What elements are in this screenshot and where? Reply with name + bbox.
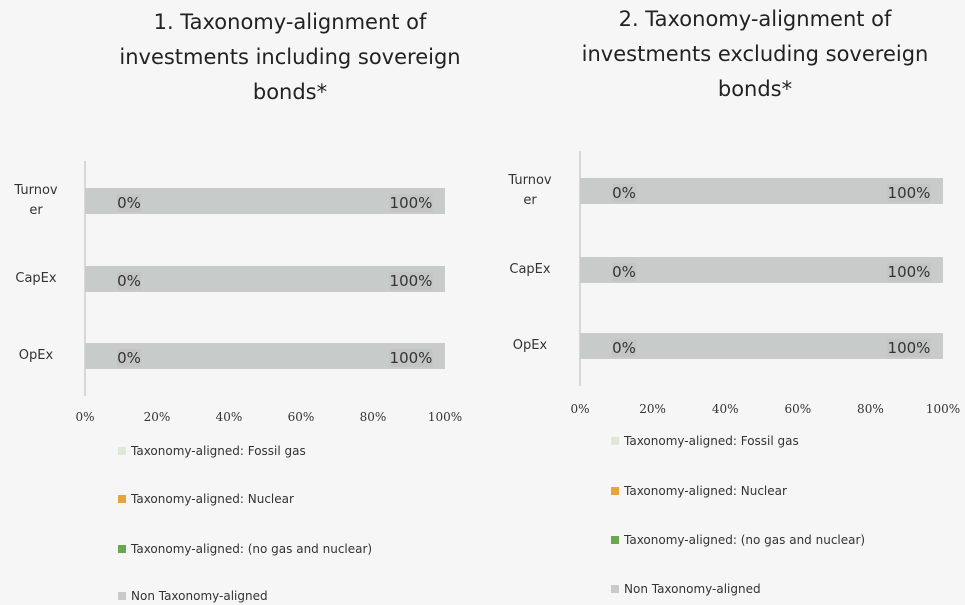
value-label: 100%: [389, 349, 433, 367]
legend-entry: Non Taxonomy-aligned: [611, 582, 761, 596]
x-tick-label: 80%: [857, 402, 884, 416]
bar-segment: [85, 266, 445, 292]
legend-label: Taxonomy-aligned: Fossil gas: [131, 444, 306, 458]
value-label: 0%: [612, 339, 636, 357]
category-label: Turnover: [14, 183, 58, 218]
legend-swatch: [118, 545, 126, 553]
legend-swatch: [611, 536, 619, 544]
bar-segment: [580, 257, 943, 283]
x-tick-label: 0%: [75, 410, 95, 424]
legend-swatch: [118, 447, 126, 455]
value-label: 0%: [117, 349, 141, 367]
bar-segment: [580, 333, 943, 359]
x-tick-label: 0%: [570, 402, 590, 416]
value-label: 100%: [887, 263, 931, 281]
bar-segment: [85, 188, 445, 214]
legend-label: Non Taxonomy-aligned: [624, 582, 761, 596]
legend-label: Taxonomy-aligned: (no gas and nuclear): [624, 533, 866, 547]
legend-swatch: [611, 585, 619, 593]
x-tick-label: 80%: [359, 410, 387, 424]
x-tick-label: 40%: [215, 410, 243, 424]
bar-segment: [580, 178, 943, 204]
value-label: 100%: [887, 184, 931, 202]
value-label: 0%: [612, 184, 636, 202]
legend-label: Taxonomy-aligned: Fossil gas: [624, 434, 799, 448]
category-label: CapEx: [509, 262, 551, 277]
x-tick-label: 100%: [427, 410, 463, 424]
legend-entry: Taxonomy-aligned: Nuclear: [118, 492, 294, 506]
category-label: OpEx: [18, 348, 54, 363]
category-label: OpEx: [512, 338, 548, 353]
legend-entry: Taxonomy-aligned: Fossil gas: [611, 434, 799, 448]
legend-swatch: [118, 592, 126, 600]
legend-swatch: [611, 487, 619, 495]
legend-entry: Taxonomy-aligned: Fossil gas: [118, 444, 306, 458]
legend-entry: Taxonomy-aligned: Nuclear: [611, 484, 787, 498]
value-label: 100%: [887, 339, 931, 357]
legend-entry: Taxonomy-aligned: (no gas and nuclear): [611, 533, 865, 547]
x-tick-label: 20%: [143, 410, 171, 424]
value-label: 0%: [117, 194, 141, 212]
x-tick-label: 100%: [925, 402, 961, 416]
legend-label: Taxonomy-aligned: Nuclear: [131, 492, 294, 506]
value-label: 100%: [389, 194, 433, 212]
legend-entry: Non Taxonomy-aligned: [118, 589, 268, 603]
chart-title: 1. Taxonomy-alignment of investments inc…: [119, 10, 461, 104]
legend-entry: Taxonomy-aligned: (no gas and nuclear): [118, 542, 372, 556]
value-label: 0%: [117, 272, 141, 290]
category-label: Turnover: [508, 173, 552, 208]
value-label: 100%: [389, 272, 433, 290]
bar-segment: [85, 343, 445, 369]
legend-swatch: [611, 437, 619, 445]
legend-label: Non Taxonomy-aligned: [131, 589, 268, 603]
x-tick-label: 20%: [639, 402, 666, 416]
legend-swatch: [118, 495, 126, 503]
legend-label: Taxonomy-aligned: Nuclear: [624, 484, 787, 498]
value-label: 0%: [612, 263, 636, 281]
x-tick-label: 40%: [711, 402, 739, 416]
legend-label: Taxonomy-aligned: (no gas and nuclear): [131, 542, 373, 556]
chart-title: 2. Taxonomy-alignment of investments exc…: [581, 7, 929, 101]
x-tick-label: 60%: [287, 410, 315, 424]
category-label: CapEx: [15, 271, 57, 286]
x-tick-label: 60%: [784, 402, 812, 416]
